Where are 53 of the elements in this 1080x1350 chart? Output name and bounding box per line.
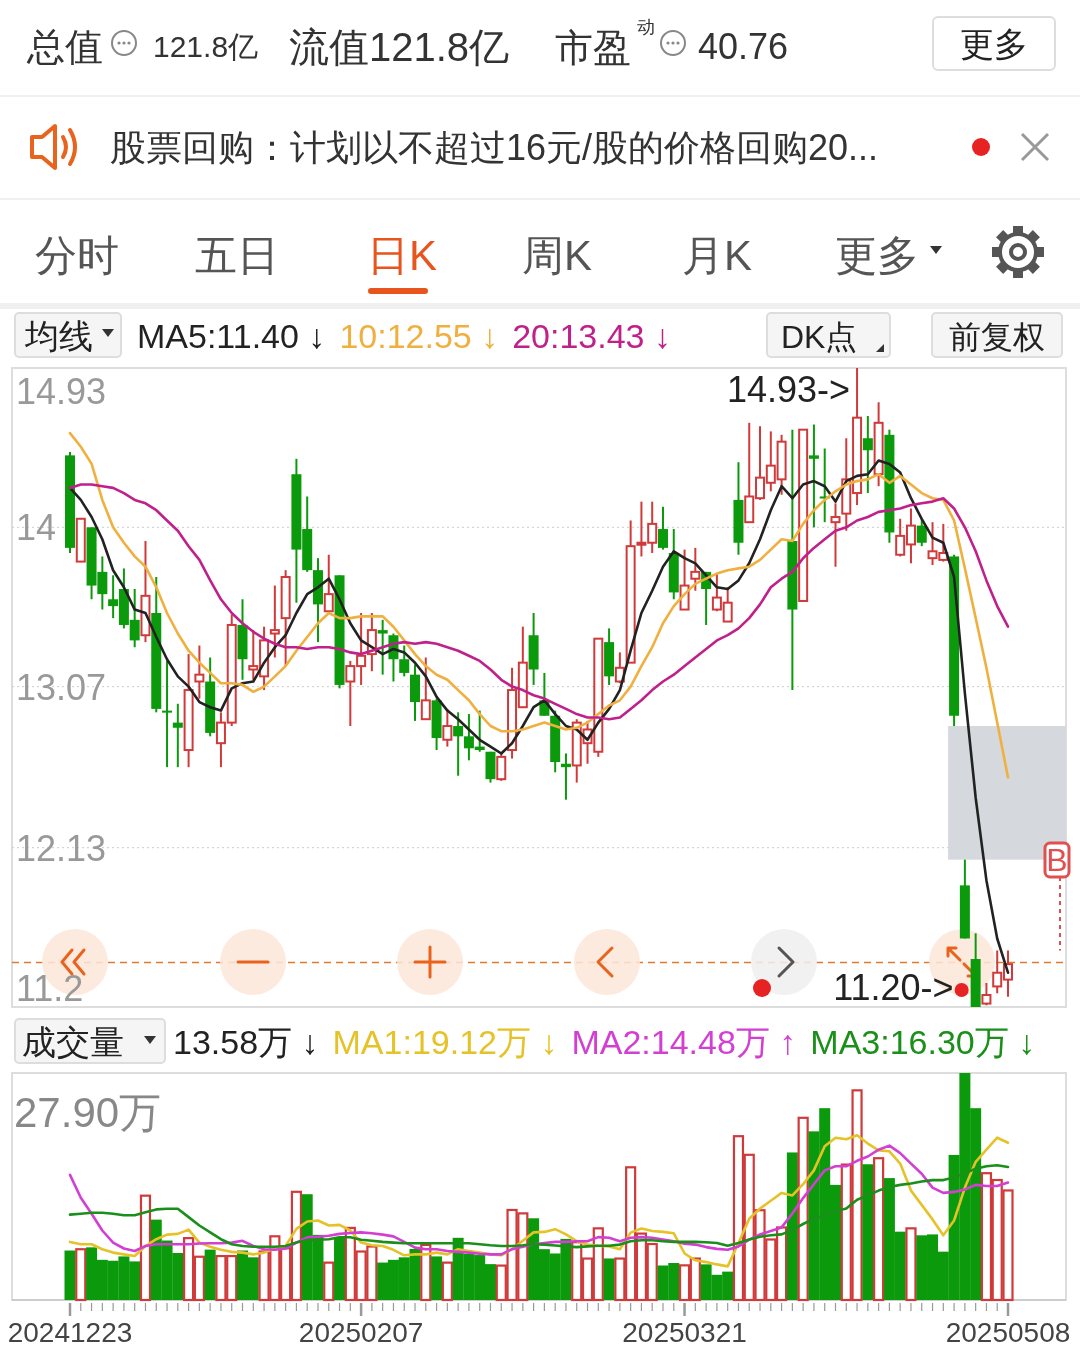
bar — [873, 1157, 885, 1302]
bar — [323, 1261, 335, 1302]
bar — [862, 1164, 874, 1300]
text: 月K — [682, 232, 753, 279]
x-tick-label: 20250321 — [622, 1317, 747, 1348]
x-tick-label: 20250207 — [298, 1317, 424, 1348]
bar — [603, 1258, 615, 1300]
x-tick-label: 20250508 — [945, 1317, 1071, 1348]
text: 10:12.55 ↓ — [339, 317, 499, 355]
text: 五日 — [195, 232, 279, 279]
bar — [139, 1194, 152, 1302]
text: 40.76 — [698, 26, 789, 67]
text: 13.58万 ↓ — [173, 1023, 319, 1061]
y-tick-label: 12.13 — [16, 827, 107, 869]
annotation: 11.20-> — [833, 967, 954, 1008]
bar — [64, 1250, 76, 1300]
bar — [204, 1249, 216, 1300]
text: 总值 — [26, 26, 103, 68]
text: 121.8亿 — [153, 30, 259, 63]
text: 日K — [367, 232, 438, 279]
text: MA2:14.48万 ↑ — [571, 1023, 797, 1061]
y-tick-label: 13.07 — [16, 666, 107, 708]
text: MA1:19.12万 ↓ — [332, 1023, 558, 1061]
text: MA5:11.40 ↓ — [137, 317, 326, 355]
legend-title: 均线 — [24, 317, 93, 355]
y-tick-label: 14.93 — [16, 371, 107, 412]
bar — [797, 1116, 809, 1302]
bar — [334, 1237, 346, 1300]
annotation: 14.93-> — [726, 369, 851, 410]
y-tick-label: 11.2 — [16, 968, 84, 1009]
text: DK点 — [781, 319, 858, 355]
legend-title: 成交量 — [22, 1023, 124, 1061]
text: 流值121.8亿 — [289, 25, 510, 69]
text: 股票回购：计划以不超过16元/股的价格回购20... — [110, 127, 879, 168]
bar — [905, 1227, 917, 1302]
y-tick-label: 14 — [16, 507, 57, 549]
annotation: 27.90万 — [14, 1089, 162, 1136]
text: 分时 — [35, 232, 119, 279]
x-tick-label: 20241223 — [7, 1317, 133, 1348]
bar — [75, 1248, 87, 1302]
text: 更多 — [835, 232, 919, 279]
bar — [786, 1152, 798, 1300]
bar — [441, 1261, 453, 1302]
text: 20:13.43 ↓ — [512, 317, 671, 355]
text: 市盈 — [555, 27, 631, 69]
text: MA3:16.30万 ↓ — [810, 1023, 1036, 1061]
bar — [431, 1256, 443, 1300]
text: B — [1046, 842, 1068, 878]
bar — [420, 1243, 432, 1302]
text: 更多 — [960, 25, 1028, 63]
text: 动 — [637, 17, 655, 37]
text: 前复权 — [949, 319, 1045, 355]
text: 周K — [522, 232, 593, 279]
